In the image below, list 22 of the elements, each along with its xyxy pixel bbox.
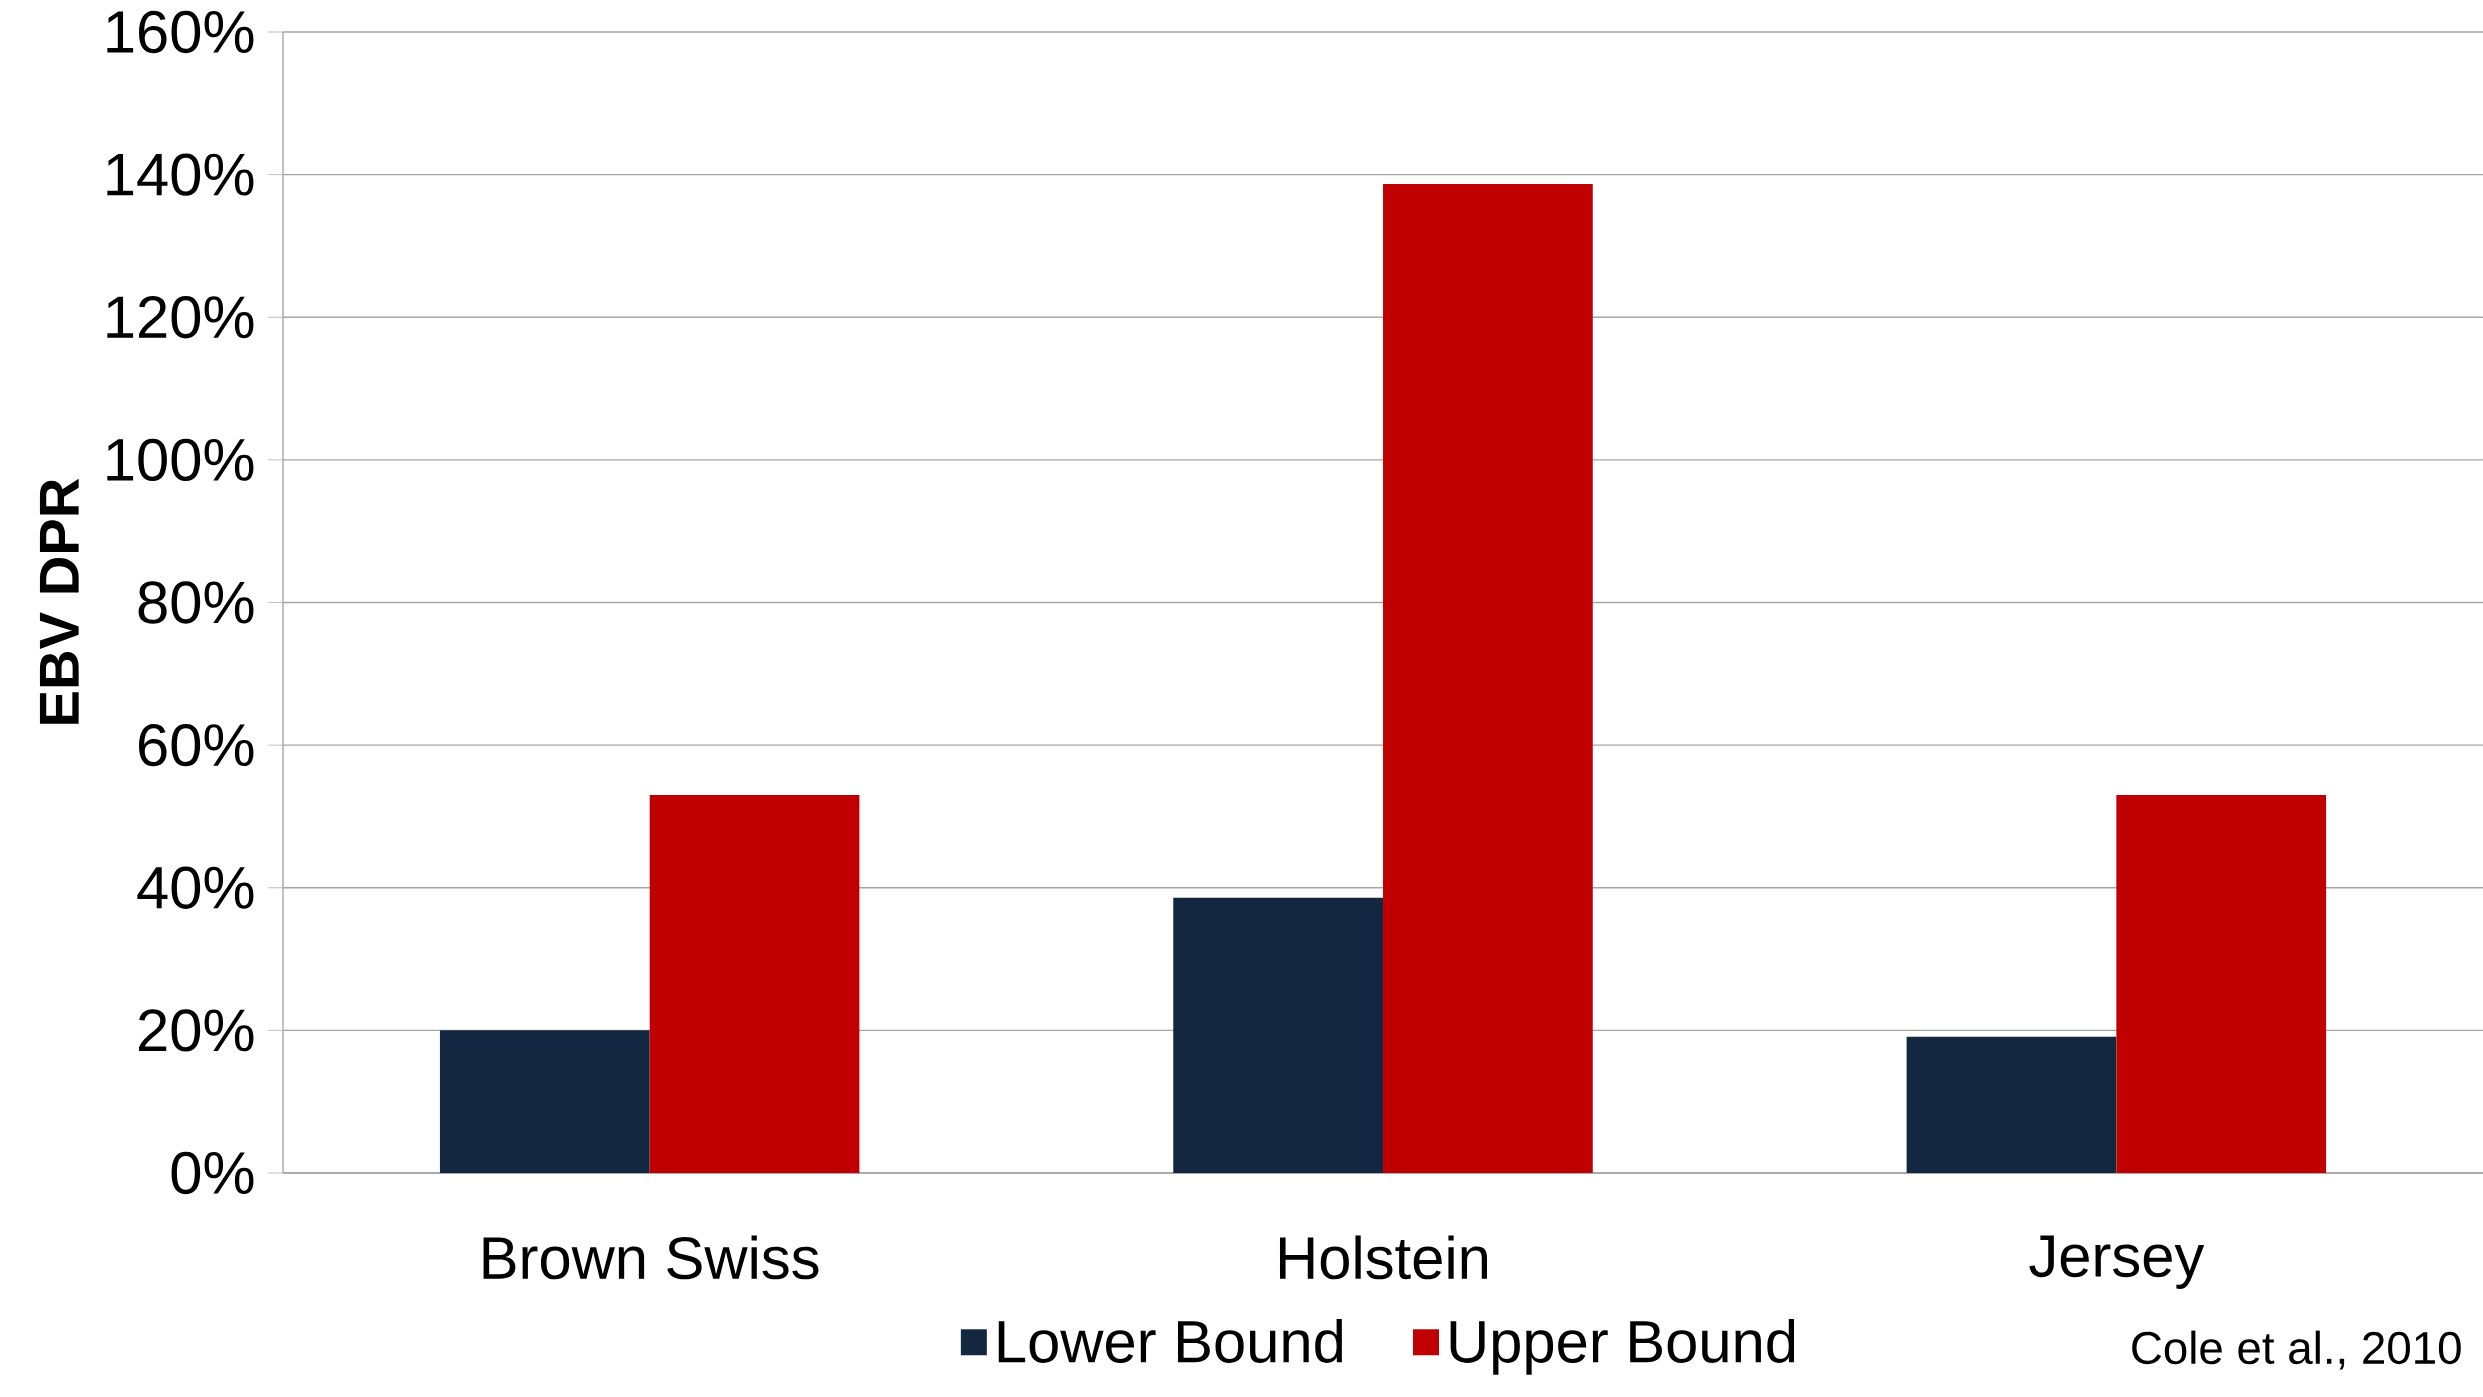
x-tick-label: Holstein: [1279, 1235, 1487, 1280]
bar: [439, 1030, 650, 1173]
bar: [649, 795, 860, 1173]
text: Cole et al., 2010: [2132, 1330, 2461, 1370]
y-axis-title: EBV DPR: [39, 478, 79, 724]
y-tick-label: 160%: [107, 10, 254, 54]
x-tick-label: Jersey: [2029, 1235, 2205, 1289]
y-tick-label: 60%: [139, 723, 254, 767]
y-tick-label: 40%: [137, 866, 254, 909]
y-tick-label: 140%: [107, 153, 254, 196]
legend-label: Upper Bound: [1450, 1319, 1795, 1375]
y-tick-label: 0%: [171, 1151, 254, 1195]
y-tick-label: 20%: [139, 1009, 254, 1052]
legend-label: Lower Bound: [998, 1319, 1343, 1363]
bar: [1173, 897, 1384, 1173]
bar: [2116, 795, 2327, 1173]
bar: [1906, 1036, 2117, 1173]
y-tick-label: 100%: [107, 438, 254, 482]
y-tick-label: 120%: [107, 296, 254, 339]
bar: [1383, 183, 1593, 1173]
x-tick-label: Brown Swiss: [483, 1235, 819, 1280]
y-tick-label: 80%: [138, 581, 254, 624]
